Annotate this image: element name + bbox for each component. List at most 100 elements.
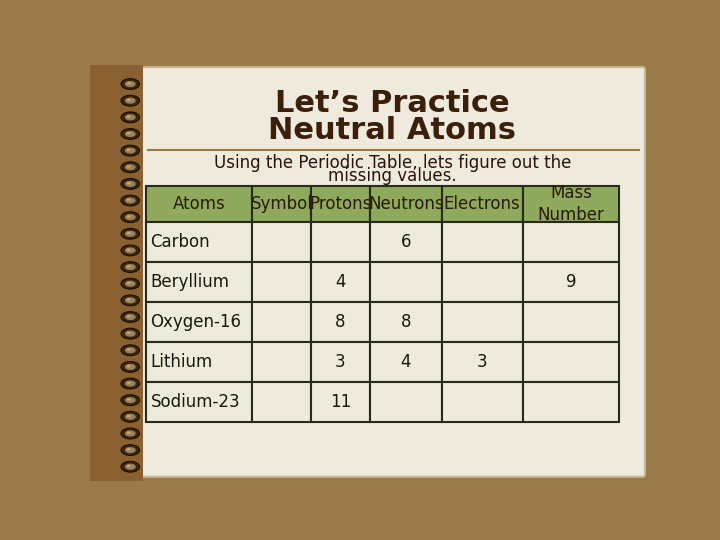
Ellipse shape [125, 364, 136, 370]
Ellipse shape [125, 164, 136, 170]
Bar [145, 342, 252, 382]
Ellipse shape [125, 114, 136, 120]
Ellipse shape [125, 98, 136, 104]
Ellipse shape [125, 347, 136, 353]
Ellipse shape [127, 282, 131, 284]
Ellipse shape [127, 299, 131, 301]
Ellipse shape [127, 99, 131, 101]
Ellipse shape [121, 461, 140, 472]
Ellipse shape [121, 145, 140, 156]
Bar [370, 262, 441, 302]
Bar [145, 382, 252, 422]
Text: 4: 4 [336, 273, 346, 291]
Ellipse shape [125, 447, 136, 453]
Ellipse shape [121, 395, 140, 406]
FancyBboxPatch shape [138, 67, 645, 477]
Ellipse shape [121, 162, 140, 173]
Bar [370, 302, 441, 342]
Text: Neutrons: Neutrons [368, 195, 444, 213]
Ellipse shape [125, 231, 136, 237]
Ellipse shape [121, 278, 140, 289]
Bar [311, 262, 370, 302]
Bar [441, 382, 523, 422]
Bar [370, 382, 441, 422]
Bar [523, 302, 619, 342]
Text: 8: 8 [400, 313, 411, 331]
Bar [523, 382, 619, 422]
Bar [370, 222, 441, 262]
Ellipse shape [127, 431, 131, 434]
Bar [311, 222, 370, 262]
Ellipse shape [121, 445, 140, 456]
Ellipse shape [127, 232, 131, 234]
Bar [441, 342, 523, 382]
Text: Beryllium: Beryllium [150, 273, 230, 291]
Text: Oxygen-16: Oxygen-16 [150, 313, 241, 331]
Text: Symbol: Symbol [251, 195, 312, 213]
Bar [441, 222, 523, 262]
Bar [145, 186, 252, 222]
Text: 3: 3 [336, 353, 346, 371]
Bar [523, 186, 619, 222]
Text: Atoms: Atoms [172, 195, 225, 213]
Text: missing values.: missing values. [328, 167, 456, 185]
Ellipse shape [127, 415, 131, 417]
Ellipse shape [125, 181, 136, 187]
Ellipse shape [121, 95, 140, 106]
Ellipse shape [127, 116, 131, 118]
Text: 8: 8 [336, 313, 346, 331]
Ellipse shape [125, 414, 136, 420]
Text: Lithium: Lithium [150, 353, 212, 371]
Ellipse shape [121, 195, 140, 206]
Text: 6: 6 [400, 233, 411, 251]
Bar [252, 186, 311, 222]
Ellipse shape [121, 361, 140, 372]
Ellipse shape [121, 228, 140, 239]
Bar [145, 222, 252, 262]
Bar [370, 342, 441, 382]
Ellipse shape [125, 281, 136, 287]
Bar [252, 222, 311, 262]
Ellipse shape [121, 328, 140, 339]
Ellipse shape [125, 81, 136, 87]
Text: 3: 3 [477, 353, 487, 371]
Ellipse shape [125, 131, 136, 137]
Text: Neutral Atoms: Neutral Atoms [269, 116, 516, 145]
Ellipse shape [127, 132, 131, 134]
Bar [311, 302, 370, 342]
Ellipse shape [121, 378, 140, 389]
Bar [523, 262, 619, 302]
Text: 9: 9 [566, 273, 576, 291]
Text: Carbon: Carbon [150, 233, 210, 251]
Ellipse shape [127, 82, 131, 84]
Ellipse shape [125, 147, 136, 154]
Bar [252, 342, 311, 382]
Ellipse shape [127, 332, 131, 334]
Text: Electrons: Electrons [444, 195, 521, 213]
Bar [252, 382, 311, 422]
Ellipse shape [125, 298, 136, 303]
Ellipse shape [121, 262, 140, 273]
Ellipse shape [125, 247, 136, 253]
Ellipse shape [127, 399, 131, 401]
Bar [311, 382, 370, 422]
Bar [523, 222, 619, 262]
Bar [441, 262, 523, 302]
Ellipse shape [121, 245, 140, 256]
Ellipse shape [127, 465, 131, 467]
Text: Sodium-23: Sodium-23 [150, 393, 240, 411]
Ellipse shape [127, 248, 131, 251]
Ellipse shape [127, 265, 131, 267]
Ellipse shape [127, 448, 131, 450]
Bar [370, 186, 441, 222]
Text: Let’s Practice: Let’s Practice [275, 89, 510, 118]
Ellipse shape [121, 428, 140, 439]
Ellipse shape [121, 295, 140, 306]
Ellipse shape [127, 382, 131, 384]
Text: Mass
Number: Mass Number [538, 184, 604, 224]
Ellipse shape [125, 214, 136, 220]
Ellipse shape [121, 179, 140, 190]
Bar [90, 65, 143, 481]
Bar [145, 262, 252, 302]
Bar [252, 262, 311, 302]
